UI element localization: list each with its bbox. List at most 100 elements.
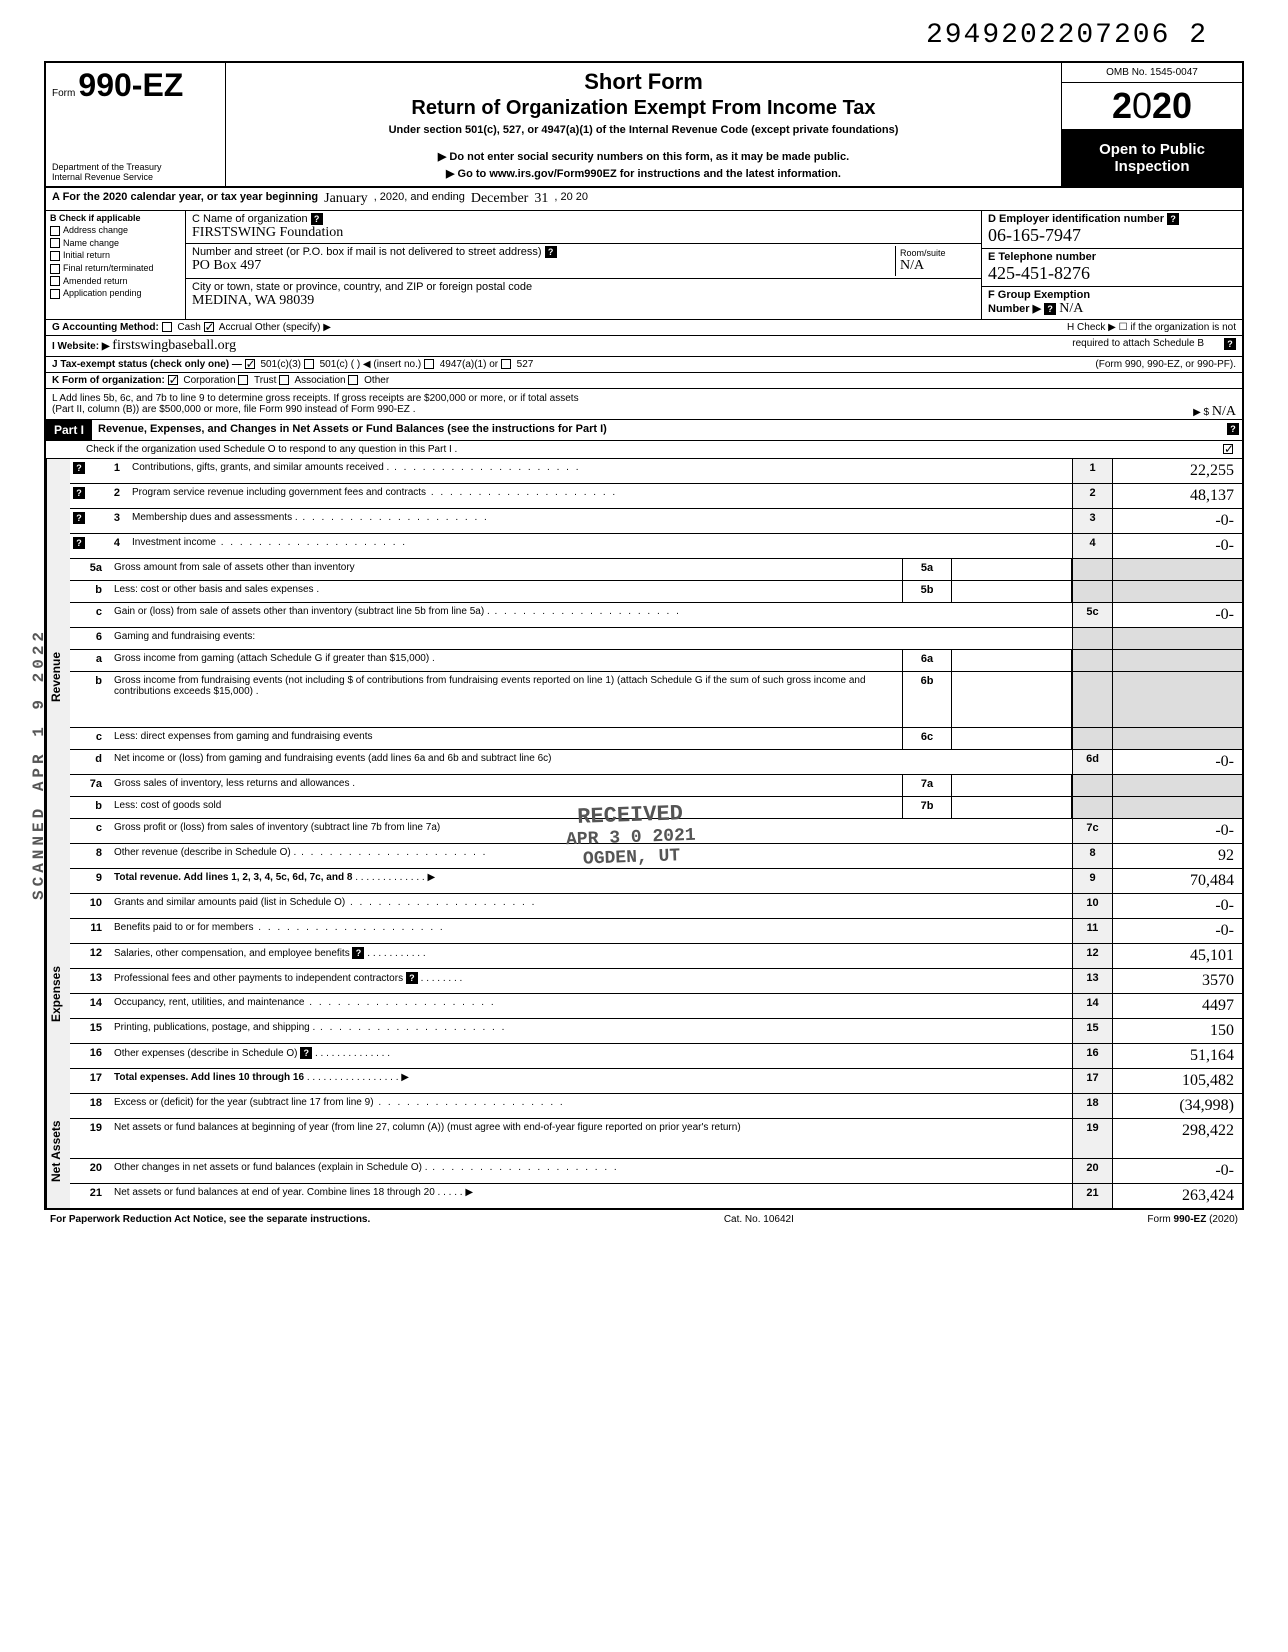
- line-num: 11: [70, 919, 108, 943]
- line-val: (34,998): [1179, 1097, 1234, 1114]
- line-num: d: [70, 750, 108, 774]
- cb-accrual[interactable]: [204, 322, 214, 332]
- line-6a: a Gross income from gaming (attach Sched…: [70, 650, 1242, 672]
- cb-other[interactable]: [348, 375, 358, 385]
- line-desc: Gain or (loss) from sale of assets other…: [108, 603, 1072, 627]
- cb-name-label: Name change: [63, 238, 119, 248]
- help-icon[interactable]: ?: [73, 487, 85, 499]
- room-label: Room/suite: [900, 248, 946, 258]
- right-val-shaded: [1112, 628, 1242, 649]
- right-num-shaded: [1072, 775, 1112, 796]
- g-cash: Cash: [177, 322, 200, 333]
- website-val: firstswingbaseball.org: [112, 338, 236, 353]
- line-desc: Occupancy, rent, utilities, and maintena…: [108, 994, 1072, 1018]
- mid-num: 5b: [902, 581, 952, 602]
- line-num: 9: [70, 869, 108, 893]
- open-public-2: Inspection: [1066, 158, 1238, 175]
- tax-year: 2020: [1062, 83, 1242, 130]
- cb-amended-label: Amended return: [63, 276, 128, 286]
- line-val: 48,137: [1190, 487, 1234, 504]
- right-num: 3: [1072, 509, 1112, 533]
- line-9: 9 Total revenue. Add lines 1, 2, 3, 4, 5…: [70, 869, 1242, 894]
- line-8: 8 Other revenue (describe in Schedule O)…: [70, 844, 1242, 869]
- help-icon[interactable]: ?: [545, 246, 557, 258]
- right-num: 1: [1072, 459, 1112, 483]
- line-desc: Gaming and fundraising events:: [108, 628, 1072, 649]
- cb-address[interactable]: Address change: [50, 225, 181, 236]
- line-desc: Membership dues and assessments .: [126, 509, 1072, 533]
- right-num-shaded: [1072, 559, 1112, 580]
- line-num: 5a: [70, 559, 108, 580]
- line-num: 4: [88, 534, 126, 558]
- line-6c: c Less: direct expenses from gaming and …: [70, 728, 1242, 750]
- line-desc: Printing, publications, postage, and shi…: [108, 1019, 1072, 1043]
- line-desc: Total revenue. Add lines 1, 2, 3, 4, 5c,…: [114, 872, 352, 883]
- row-a-label: A For the 2020 calendar year, or tax yea…: [52, 191, 318, 207]
- help-icon[interactable]: ?: [1044, 303, 1056, 315]
- goto-link: ▶ Go to www.irs.gov/Form990EZ for instru…: [236, 167, 1051, 180]
- cb-schedule-o[interactable]: [1223, 444, 1233, 454]
- right-num-shaded: [1072, 728, 1112, 749]
- l-arrow: ▶ $: [1193, 407, 1209, 418]
- line-21: 21 Net assets or fund balances at end of…: [70, 1184, 1242, 1208]
- header-row: Form 990-EZ Department of the Treasury I…: [46, 63, 1242, 188]
- help-icon[interactable]: ?: [73, 512, 85, 524]
- cb-527[interactable]: [501, 359, 511, 369]
- mid-val: [952, 559, 1072, 580]
- line-desc: Gross profit or (loss) from sales of inv…: [108, 819, 1072, 843]
- cb-final[interactable]: Final return/terminated: [50, 263, 181, 274]
- j-527: 527: [517, 359, 534, 370]
- line-desc: Investment income: [126, 534, 1072, 558]
- help-icon[interactable]: ?: [311, 213, 323, 225]
- right-val-shaded: [1112, 581, 1242, 602]
- cb-trust[interactable]: [238, 375, 248, 385]
- help-icon[interactable]: ?: [73, 537, 85, 549]
- col-b-label: B Check if applicable: [50, 213, 141, 223]
- line-num: 17: [70, 1069, 108, 1093]
- cb-pending[interactable]: Application pending: [50, 288, 181, 299]
- cb-initial[interactable]: Initial return: [50, 250, 181, 261]
- help-icon[interactable]: ?: [300, 1047, 312, 1059]
- cb-501c[interactable]: [304, 359, 314, 369]
- cb-amended[interactable]: Amended return: [50, 276, 181, 287]
- mid-val: [952, 581, 1072, 602]
- line-desc: Less: cost or other basis and sales expe…: [108, 581, 902, 602]
- line-10: 10 Grants and similar amounts paid (list…: [70, 894, 1242, 919]
- line-num: c: [70, 819, 108, 843]
- help-icon[interactable]: ?: [1167, 213, 1179, 225]
- line-num: b: [70, 581, 108, 602]
- line-val: -0-: [1215, 537, 1234, 554]
- right-num-shaded: [1072, 672, 1112, 727]
- do-not-enter: ▶ Do not enter social security numbers o…: [236, 150, 1051, 163]
- cb-assoc[interactable]: [279, 375, 289, 385]
- org-name-row: C Name of organization ? FIRSTSWING Foun…: [186, 211, 981, 244]
- help-icon[interactable]: ?: [73, 462, 85, 474]
- under-section: Under section 501(c), 527, or 4947(a)(1)…: [236, 124, 1051, 136]
- right-num: 18: [1072, 1094, 1112, 1118]
- line-val: -0-: [1215, 606, 1234, 623]
- l-text: L Add lines 5b, 6c, and 7b to line 9 to …: [52, 393, 579, 415]
- j-501c3: 501(c)(3): [260, 359, 301, 370]
- mid-val: [952, 797, 1072, 818]
- line-val: -0-: [1215, 753, 1234, 770]
- line-val: 4497: [1202, 997, 1234, 1014]
- org-addr-val: PO Box 497: [192, 258, 261, 273]
- form-number-cell: Form 990-EZ Department of the Treasury I…: [46, 63, 226, 186]
- row-a-mid: , 2020, and ending: [374, 191, 465, 207]
- help-icon[interactable]: ?: [1224, 338, 1236, 350]
- title-cell: Short Form Return of Organization Exempt…: [226, 63, 1062, 186]
- line-desc: Less: cost of goods sold: [108, 797, 902, 818]
- line-13: 13 Professional fees and other payments …: [70, 969, 1242, 994]
- help-icon[interactable]: ?: [406, 972, 418, 984]
- help-icon[interactable]: ?: [1227, 423, 1239, 435]
- cb-cash[interactable]: [162, 322, 172, 332]
- room-val: N/A: [900, 258, 924, 273]
- cb-501c3[interactable]: [245, 359, 255, 369]
- cb-name[interactable]: Name change: [50, 238, 181, 249]
- line-2: ? 2 Program service revenue including go…: [70, 484, 1242, 509]
- cb-corp[interactable]: [168, 375, 178, 385]
- line-6b: b Gross income from fundraising events (…: [70, 672, 1242, 728]
- help-icon[interactable]: ?: [352, 947, 364, 959]
- cb-4947[interactable]: [424, 359, 434, 369]
- line-desc: Total expenses. Add lines 10 through 16 …: [108, 1069, 1072, 1093]
